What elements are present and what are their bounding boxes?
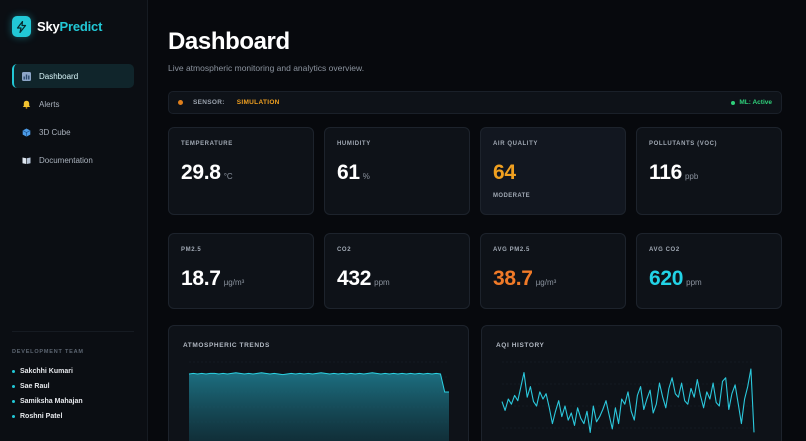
sidebar-item-alerts[interactable]: Alerts bbox=[12, 92, 134, 116]
cube-icon bbox=[22, 128, 31, 137]
metric-card-air-quality: AIR QUALITY 64 MODERATE bbox=[480, 127, 626, 215]
metric-value-row: 38.7 µg/m³ bbox=[493, 267, 613, 291]
aqi-history-panel: AQI HISTORY bbox=[481, 325, 782, 441]
brand[interactable]: SkyPredict bbox=[12, 16, 102, 37]
sensor-status-bar: SENSOR: SIMULATION ML: Active bbox=[168, 91, 782, 114]
bell-icon bbox=[22, 100, 31, 109]
metric-label: PM2.5 bbox=[181, 247, 202, 253]
page-title: Dashboard bbox=[168, 28, 290, 55]
team-member-name: Roshni Patel bbox=[20, 413, 63, 420]
metric-value: 620 bbox=[649, 267, 684, 290]
metric-label: AIR QUALITY bbox=[493, 141, 538, 147]
metric-card-avg-co2: AVG CO2 620 ppm bbox=[636, 233, 782, 309]
metric-card-pm25: PM2.5 18.7 µg/m³ bbox=[168, 233, 314, 309]
sensor-mode: SIMULATION bbox=[236, 99, 280, 106]
development-team: DEVELOPMENT TEAM Sakchhi Kumari Sae Raul… bbox=[12, 331, 134, 424]
sidebar-item-label: Dashboard bbox=[39, 71, 79, 81]
atmospheric-trends-panel: ATMOSPHERIC TRENDS bbox=[168, 325, 469, 441]
metric-card-avg-pm25: AVG PM2.5 38.7 µg/m³ bbox=[480, 233, 626, 309]
metric-value-row: 432 ppm bbox=[337, 267, 457, 291]
brand-name-accent: Predict bbox=[59, 19, 103, 34]
metric-card-temperature: TEMPERATURE 29.8 °C bbox=[168, 127, 314, 215]
metric-unit: µg/m³ bbox=[223, 278, 245, 287]
bullet-icon bbox=[12, 370, 15, 373]
metric-card-pollutants: POLLUTANTS (VOC) 116 ppb bbox=[636, 127, 782, 215]
metric-label: AVG PM2.5 bbox=[493, 247, 530, 253]
metric-value: 64 bbox=[493, 161, 516, 184]
metric-value-row: 18.7 µg/m³ bbox=[181, 267, 301, 291]
sidebar-item-3d-cube[interactable]: 3D Cube bbox=[12, 120, 134, 144]
brand-name: SkyPredict bbox=[37, 19, 102, 34]
metric-value: 38.7 bbox=[493, 267, 533, 290]
ml-status-badge: ML: Active bbox=[731, 99, 772, 106]
sidebar: SkyPredict Dashboard Alerts 3D Cube bbox=[0, 0, 148, 441]
metric-value-row: 620 ppm bbox=[649, 267, 769, 291]
page-subtitle: Live atmospheric monitoring and analytic… bbox=[168, 63, 365, 73]
metric-note: MODERATE bbox=[493, 193, 531, 199]
metric-value: 29.8 bbox=[181, 161, 221, 184]
atmospheric-trends-chart bbox=[188, 361, 449, 441]
team-title: DEVELOPMENT TEAM bbox=[12, 349, 84, 355]
metric-label: TEMPERATURE bbox=[181, 141, 233, 147]
metric-value: 18.7 bbox=[181, 267, 221, 290]
metric-value-row: 64 bbox=[493, 161, 613, 185]
metric-label: AVG CO2 bbox=[649, 247, 680, 253]
metric-unit: µg/m³ bbox=[535, 278, 557, 287]
sidebar-item-dashboard[interactable]: Dashboard bbox=[12, 64, 134, 88]
metric-unit: ppb bbox=[684, 172, 699, 181]
metric-card-humidity: HUMIDITY 61 % bbox=[324, 127, 470, 215]
metric-value: 432 bbox=[337, 267, 372, 290]
metric-value-row: 116 ppb bbox=[649, 161, 769, 185]
team-member-name: Sae Raul bbox=[20, 383, 50, 390]
ml-status-dot bbox=[731, 100, 736, 105]
metric-unit: ppm bbox=[374, 278, 390, 287]
book-icon bbox=[22, 156, 31, 165]
team-member: Sae Raul bbox=[12, 379, 134, 394]
series-area bbox=[189, 372, 449, 441]
metric-unit: ppm bbox=[686, 278, 702, 287]
brand-name-primary: Sky bbox=[37, 19, 60, 34]
sensor-status-dot bbox=[178, 100, 183, 105]
metric-card-co2: CO2 432 ppm bbox=[324, 233, 470, 309]
metric-label: HUMIDITY bbox=[337, 141, 371, 147]
sidebar-item-label: 3D Cube bbox=[39, 127, 71, 137]
series-line bbox=[501, 368, 755, 433]
metric-value-row: 29.8 °C bbox=[181, 161, 301, 185]
chart-icon bbox=[22, 71, 31, 81]
team-member: Roshni Patel bbox=[12, 409, 134, 424]
lightning-icon bbox=[12, 16, 31, 37]
team-member-name: Samiksha Mahajan bbox=[20, 398, 83, 405]
metric-value: 61 bbox=[337, 161, 360, 184]
metric-label: POLLUTANTS (VOC) bbox=[649, 141, 718, 147]
metric-unit: °C bbox=[223, 172, 233, 181]
metric-value: 116 bbox=[649, 161, 682, 184]
sidebar-item-documentation[interactable]: Documentation bbox=[12, 148, 134, 172]
team-member-name: Sakchhi Kumari bbox=[20, 368, 73, 375]
team-member: Sakchhi Kumari bbox=[12, 364, 134, 379]
sensor-label: SENSOR: bbox=[193, 99, 225, 106]
metric-label: CO2 bbox=[337, 247, 352, 253]
bullet-icon bbox=[12, 385, 15, 388]
bullet-icon bbox=[12, 415, 15, 418]
sidebar-nav: Dashboard Alerts 3D Cube Documentation bbox=[12, 64, 134, 176]
aqi-history-chart bbox=[501, 361, 755, 433]
team-member: Samiksha Mahajan bbox=[12, 394, 134, 409]
ml-status-text: ML: Active bbox=[739, 99, 772, 106]
panel-title: ATMOSPHERIC TRENDS bbox=[183, 342, 270, 349]
metric-unit: % bbox=[362, 172, 370, 181]
series-line bbox=[188, 372, 449, 393]
sidebar-item-label: Documentation bbox=[39, 155, 93, 165]
metric-value-row: 61 % bbox=[337, 161, 457, 185]
panel-title: AQI HISTORY bbox=[496, 342, 545, 349]
sidebar-item-label: Alerts bbox=[39, 99, 60, 109]
bullet-icon bbox=[12, 400, 15, 403]
